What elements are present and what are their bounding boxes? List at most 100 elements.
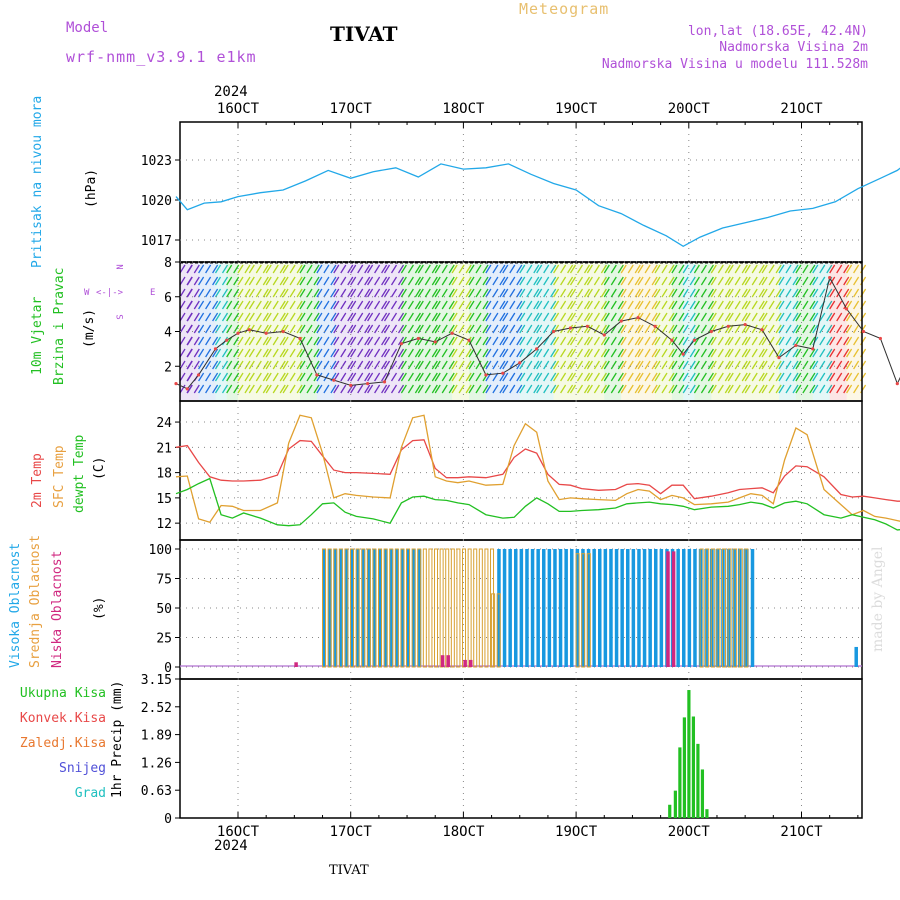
wind-barb xyxy=(637,324,644,334)
wind-barb xyxy=(475,288,482,298)
wind-barb xyxy=(265,360,272,370)
wind-barb xyxy=(853,360,860,370)
wind-barb xyxy=(451,300,458,310)
wind-barb xyxy=(761,348,768,358)
wind-speed-point xyxy=(213,347,218,351)
wind-barb xyxy=(536,348,543,358)
wind-barb xyxy=(465,372,472,382)
wind-barb xyxy=(179,312,186,322)
wind-barb xyxy=(279,348,286,358)
wind-barb xyxy=(289,384,296,394)
wind-barb xyxy=(414,264,421,274)
wind-barb xyxy=(179,336,186,346)
wind-barb xyxy=(417,264,424,274)
wind-barb xyxy=(637,300,644,310)
wind-barb xyxy=(465,300,472,310)
wind-barb xyxy=(761,312,768,322)
wind-barb xyxy=(333,312,340,322)
wind-barb xyxy=(843,336,850,346)
wind-barb xyxy=(441,348,448,358)
wind-barb xyxy=(668,384,675,394)
wind-barb xyxy=(306,300,313,310)
wind-barb xyxy=(417,300,424,310)
wind-barb xyxy=(237,288,244,298)
wind-barb xyxy=(221,384,229,394)
cloud-high-bar xyxy=(333,549,338,667)
wind-barb xyxy=(792,300,799,310)
wind-barb xyxy=(475,276,482,286)
wind-barb xyxy=(434,288,441,298)
wind-barb xyxy=(734,336,741,346)
wind-barb xyxy=(778,324,785,334)
wind-barb xyxy=(569,288,577,298)
cloud-mid-bar xyxy=(361,548,366,668)
wind-barb xyxy=(560,276,567,286)
wind-barb xyxy=(600,300,607,310)
wind-barb xyxy=(357,288,364,298)
wind-barb xyxy=(390,264,398,274)
wind-barb xyxy=(536,312,543,322)
compass-cross: <-|-> xyxy=(96,288,124,298)
wind-speed-point xyxy=(670,338,674,342)
wind-barb xyxy=(710,348,717,358)
cloud-high-bar xyxy=(687,549,692,667)
wind-barb xyxy=(333,348,340,358)
wind-barb xyxy=(727,288,734,298)
wind-barb xyxy=(434,264,441,274)
wind-barb xyxy=(397,264,405,274)
wind-barb xyxy=(272,300,279,310)
wind-barb xyxy=(237,312,244,322)
cloud-mid-bar xyxy=(383,548,388,668)
wind-barb xyxy=(644,384,651,394)
y-tick-label: 4 xyxy=(164,326,172,341)
wind-barb xyxy=(226,300,233,310)
wind-barb xyxy=(809,288,816,298)
wind-barb xyxy=(516,264,523,274)
cloud-high-bar xyxy=(328,549,332,667)
wind-barb xyxy=(802,324,809,334)
date-label-bottom: 19OCT xyxy=(555,824,598,840)
wind-barb xyxy=(610,264,617,274)
cloud-label-1: Visoka Oblacnost xyxy=(8,542,23,668)
wind-barb xyxy=(431,264,438,274)
wind-barb xyxy=(846,384,853,394)
wind-barb xyxy=(282,348,289,358)
wind-barb xyxy=(414,288,421,298)
cloud-high-bar xyxy=(395,549,399,667)
wind-barb xyxy=(350,300,357,310)
wind-barb xyxy=(431,300,438,310)
wind-barb xyxy=(374,300,381,310)
wind-barb xyxy=(553,312,560,322)
wind-barb xyxy=(637,264,644,274)
wind-barb xyxy=(550,264,557,274)
wind-barb xyxy=(768,360,775,370)
wind-barb xyxy=(710,300,717,310)
wind-barb xyxy=(668,300,675,310)
wind-barb xyxy=(434,276,441,286)
wind-barb xyxy=(678,336,685,346)
wind-barb xyxy=(678,324,685,334)
wind-barb xyxy=(775,360,782,370)
temp-label-1: 2m Temp xyxy=(30,453,45,508)
wind-barb xyxy=(617,276,624,286)
wind-barb xyxy=(620,360,627,370)
wind-barb xyxy=(600,348,607,358)
wind-barb xyxy=(221,276,229,286)
wind-barb xyxy=(693,348,700,358)
wind-speed-point xyxy=(743,322,747,327)
wind-barb xyxy=(262,312,269,322)
wind-barb xyxy=(802,348,809,358)
cloud-high-bar xyxy=(745,549,749,667)
wind-barb xyxy=(519,324,526,334)
wind-barb xyxy=(802,288,809,298)
cloud-high-bar xyxy=(631,549,636,667)
wind-barb xyxy=(617,348,624,358)
date-label-top: 19OCT xyxy=(555,101,598,117)
precip-bar xyxy=(668,804,672,818)
wind-barb xyxy=(381,372,388,382)
wind-barb xyxy=(795,372,802,382)
wind-barb xyxy=(381,336,388,346)
wind-barb xyxy=(414,384,421,394)
wind-barb xyxy=(600,288,607,298)
wind-barb xyxy=(482,288,489,298)
